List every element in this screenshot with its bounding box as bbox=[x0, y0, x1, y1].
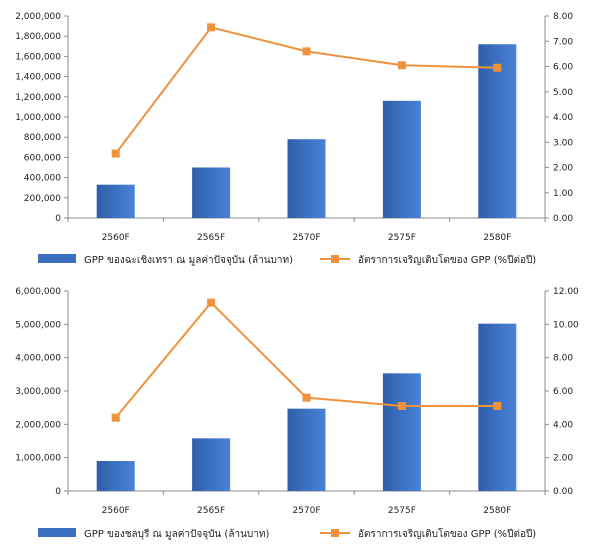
legend: GPP ของฉะเชิงเทรา ณ มูลค่าปัจจุบัน (ล้าน… bbox=[38, 253, 536, 266]
right-tick-label: 2.00 bbox=[553, 164, 573, 174]
legend-line-label: อัตราการเจริญเติบโตของ GPP (%ปีต่อปี) bbox=[358, 253, 536, 266]
category-label: 2560F bbox=[102, 506, 130, 516]
left-tick-label: 600,000 bbox=[24, 153, 61, 163]
right-tick-label: 5.00 bbox=[553, 88, 573, 98]
category-label: 2560F bbox=[102, 233, 130, 243]
right-tick-label: 8.00 bbox=[553, 354, 573, 364]
chart-2: 0 1,000,000 2,000,000 3,000,000 4,000,000 5,0… bbox=[15, 287, 579, 540]
category-label: 2575F bbox=[388, 506, 416, 516]
left-tick-label: 2,000,000 bbox=[15, 12, 61, 22]
growth-rate-marker bbox=[111, 413, 120, 422]
right-tick-label: 10.00 bbox=[553, 320, 579, 330]
left-tick-label: 1,600,000 bbox=[15, 52, 61, 62]
left-tick-label: 800,000 bbox=[24, 133, 61, 143]
right-tick-label: 1.00 bbox=[553, 189, 573, 199]
growth-rate-line bbox=[114, 26, 498, 155]
bar-2560F bbox=[96, 184, 135, 218]
legend-bar-swatch bbox=[38, 254, 76, 263]
right-tick-label: 2.00 bbox=[553, 454, 573, 464]
left-tick-label: 0 bbox=[55, 487, 61, 497]
left-tick-label: 1,000,000 bbox=[15, 454, 61, 464]
left-tick-label: 200,000 bbox=[24, 194, 61, 204]
growth-rate-marker bbox=[207, 23, 216, 32]
growth-rate-marker bbox=[397, 61, 406, 70]
left-tick-label: 2,000,000 bbox=[15, 420, 61, 430]
growth-rate-marker bbox=[302, 393, 311, 402]
growth-rate-marker bbox=[207, 298, 216, 307]
legend-bar-label: GPP ของชลบุรี ณ มูลค่าปัจจุบัน (ล้านบาท) bbox=[84, 528, 269, 540]
right-tick-label: 8.00 bbox=[553, 12, 573, 22]
growth-rate-marker bbox=[493, 63, 502, 72]
right-tick-label: 6.00 bbox=[553, 63, 573, 73]
chart-1: 0 200,000 400,000 600,000 800,000 1,000,000 1,… bbox=[15, 12, 573, 266]
left-tick-label: 5,000,000 bbox=[15, 320, 61, 330]
left-tick-label: 1,000,000 bbox=[15, 113, 61, 123]
right-tick-label: 7.00 bbox=[553, 37, 573, 47]
category-label: 2565F bbox=[197, 233, 225, 243]
left-tick-label: 6,000,000 bbox=[15, 287, 61, 297]
growth-rate-marker bbox=[111, 149, 120, 158]
growth-rate-marker bbox=[397, 402, 406, 410]
category-label: 2580F bbox=[483, 506, 511, 516]
category-label: 2580F bbox=[483, 233, 511, 243]
legend-bar-label: GPP ของฉะเชิงเทรา ณ มูลค่าปัจจุบัน (ล้าน… bbox=[84, 254, 293, 266]
left-tick-label: 400,000 bbox=[24, 174, 61, 184]
bar-2570F bbox=[287, 139, 326, 218]
category-label: 2565F bbox=[197, 506, 225, 516]
right-tick-label: 4.00 bbox=[553, 420, 573, 430]
right-tick-label: 3.00 bbox=[553, 138, 573, 148]
legend-line-marker bbox=[331, 529, 339, 537]
right-tick-label: 12.00 bbox=[553, 287, 579, 297]
bar-2575F bbox=[382, 373, 421, 491]
legend-line-label: อัตราการเจริญเติบโตของ GPP (%ปีต่อปี) bbox=[358, 527, 536, 540]
left-tick-label: 1,800,000 bbox=[15, 32, 61, 42]
left-tick-label: 1,400,000 bbox=[15, 73, 61, 83]
left-tick-label: 0 bbox=[55, 214, 61, 224]
bar-2570F bbox=[287, 408, 326, 491]
growth-rate-marker bbox=[302, 47, 311, 56]
right-tick-label: 6.00 bbox=[553, 387, 573, 397]
growth-rate-marker bbox=[493, 402, 502, 410]
right-tick-label: 4.00 bbox=[553, 113, 573, 123]
left-tick-label: 3,000,000 bbox=[15, 387, 61, 397]
bar-2565F bbox=[192, 438, 231, 491]
bar-2565F bbox=[192, 167, 231, 218]
right-tick-label: 0.00 bbox=[553, 487, 573, 497]
bar-2575F bbox=[382, 100, 421, 218]
legend: GPP ของชลบุรี ณ มูลค่าปัจจุบัน (ล้านบาท)… bbox=[38, 527, 536, 540]
left-tick-label: 1,200,000 bbox=[15, 93, 61, 103]
category-label: 2575F bbox=[388, 233, 416, 243]
legend-line-marker bbox=[331, 255, 339, 263]
bar-2580F bbox=[478, 44, 517, 218]
category-label: 2570F bbox=[292, 506, 320, 516]
left-tick-label: 4,000,000 bbox=[15, 354, 61, 364]
right-tick-label: 0.00 bbox=[553, 214, 573, 224]
bar-2560F bbox=[96, 461, 135, 491]
legend-bar-swatch bbox=[38, 528, 76, 537]
category-label: 2570F bbox=[292, 233, 320, 243]
